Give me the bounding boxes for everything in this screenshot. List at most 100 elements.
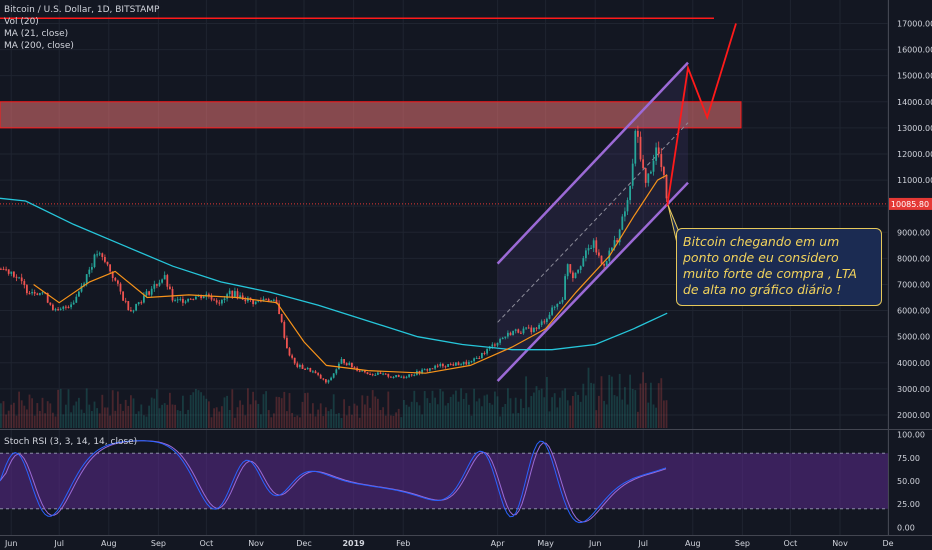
x-tick-label: Feb	[396, 539, 410, 548]
last-price-tag: 10085.80	[889, 197, 932, 210]
candle-body	[241, 295, 244, 300]
volume-bar	[600, 376, 603, 428]
indicator-volume[interactable]: Vol (20)	[4, 17, 39, 27]
candle-body	[262, 298, 265, 301]
candle-body	[228, 290, 231, 295]
candle-body	[288, 348, 291, 356]
volume-bar	[291, 412, 293, 428]
volume-bar	[301, 401, 304, 428]
volume-bar	[403, 399, 405, 428]
candle-body	[598, 252, 600, 256]
volume-bar	[460, 388, 462, 428]
y-tick-label: 17000.00	[897, 19, 932, 28]
candle-body	[299, 364, 301, 367]
candle-body	[533, 327, 535, 333]
candle-body	[189, 298, 192, 300]
candle-body	[351, 362, 353, 368]
volume-bar	[572, 395, 574, 428]
y-tick-label: 4000.00	[897, 359, 930, 368]
volume-bar	[553, 393, 556, 428]
volume-bar	[101, 394, 104, 428]
volume-bar	[91, 411, 93, 428]
candle-body	[91, 267, 93, 270]
candle-body	[600, 255, 603, 264]
indicator-ma21[interactable]: MA (21, close)	[4, 29, 69, 39]
volume-bar	[273, 413, 275, 428]
candle-body	[509, 332, 512, 336]
x-tick-label: 2019	[342, 539, 365, 548]
resistance-zone[interactable]	[0, 17, 888, 205]
candle-body	[348, 362, 351, 366]
candle-body	[200, 294, 202, 299]
indicator-ma200[interactable]: MA (200, close)	[4, 41, 74, 51]
candle-body	[613, 240, 616, 248]
candle-body	[369, 374, 371, 376]
indicator-stoch-rsi[interactable]: Stoch RSI (3, 3, 14, 14, close)	[4, 437, 138, 447]
volume-bar	[223, 397, 226, 428]
candle-body	[421, 369, 423, 374]
volume-bar	[150, 397, 153, 428]
x-tick-label: Oct	[783, 539, 797, 548]
volume-bar	[283, 391, 286, 428]
candle-body	[0, 268, 2, 270]
volume-bar	[176, 410, 179, 428]
volume-bar	[452, 394, 455, 428]
candle-body	[585, 250, 587, 259]
candle-body	[335, 369, 338, 374]
candle-body	[663, 167, 665, 175]
volume-bar	[564, 388, 566, 428]
candle-body	[275, 299, 278, 304]
candle-body	[106, 261, 109, 265]
candle-body	[543, 321, 546, 323]
y-tick-label: 13000.00	[897, 124, 932, 133]
candle-body	[634, 130, 637, 164]
volume-bar	[122, 410, 124, 428]
volume-bar	[280, 398, 283, 428]
candle-body	[569, 264, 572, 273]
volume-bar	[57, 389, 59, 428]
candle-body	[174, 300, 176, 302]
volume-bar	[20, 400, 23, 428]
candle-body	[236, 291, 239, 299]
volume-bar	[111, 390, 114, 428]
candle-body	[153, 284, 156, 289]
symbol-title[interactable]: Bitcoin / U.S. Dollar, 1D, BITSTAMP	[4, 5, 160, 15]
candle-body	[577, 269, 579, 273]
volume-bar	[234, 417, 236, 428]
volume-bar	[462, 398, 465, 428]
volume-bar	[613, 395, 616, 428]
volume-bar	[650, 382, 652, 428]
candle-body	[28, 293, 31, 295]
candle-body	[218, 302, 221, 304]
candle-body	[384, 373, 387, 375]
volume-bar	[426, 398, 429, 428]
volume-bar	[585, 395, 587, 428]
x-tick-label: Apr	[491, 539, 506, 548]
volume-bar	[481, 406, 483, 428]
volume-bar	[397, 408, 400, 428]
volume-bar	[325, 407, 327, 428]
candle-body	[579, 266, 582, 270]
volume-bar	[413, 390, 416, 428]
candle-body	[650, 171, 652, 174]
candle-body	[33, 292, 36, 294]
y-tick-label: 15000.00	[897, 72, 932, 81]
annotation-callout[interactable]: Bitcoin chegando em um ponto onde eu con…	[676, 228, 882, 306]
volume-bar	[442, 391, 444, 428]
volume-bar	[561, 390, 564, 428]
volume-bar	[338, 413, 340, 428]
candle-body	[309, 367, 312, 372]
volume-bar	[296, 415, 299, 428]
volume-bar	[639, 383, 642, 428]
candle-body	[629, 185, 631, 201]
volume-bar	[548, 411, 551, 428]
volume-bar	[629, 374, 631, 428]
candle-body	[530, 327, 533, 333]
volume-bar	[88, 404, 91, 428]
volume-bar	[314, 416, 317, 428]
volume-bar	[119, 403, 122, 428]
candle-body	[111, 271, 114, 278]
volume-bar	[309, 413, 312, 428]
volume-bar	[642, 372, 644, 428]
volume-bar	[98, 413, 101, 428]
